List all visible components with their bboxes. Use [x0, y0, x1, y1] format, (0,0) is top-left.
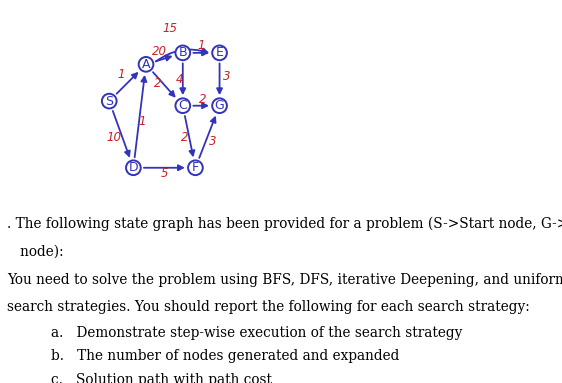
Text: 1: 1	[139, 115, 146, 128]
Text: node):: node):	[7, 245, 64, 259]
Text: search strategies. You should report the following for each search strategy:: search strategies. You should report the…	[7, 300, 529, 314]
Text: G: G	[215, 99, 224, 112]
Text: 1: 1	[197, 39, 205, 52]
Circle shape	[175, 98, 190, 113]
Text: S: S	[105, 95, 114, 108]
Text: B: B	[179, 46, 187, 59]
Text: . The following state graph has been provided for a problem (S->Start node, G->G: . The following state graph has been pro…	[7, 216, 562, 231]
Text: A: A	[142, 58, 150, 71]
Text: b.   The number of nodes generated and expanded: b. The number of nodes generated and exp…	[51, 349, 399, 363]
Text: a.   Demonstrate step-wise execution of the search strategy: a. Demonstrate step-wise execution of th…	[51, 326, 462, 340]
Text: D: D	[129, 161, 138, 174]
Text: 15: 15	[162, 22, 178, 35]
Text: 2: 2	[198, 93, 206, 106]
Text: You need to solve the problem using BFS, DFS, iterative Deepening, and uniform c: You need to solve the problem using BFS,…	[7, 273, 562, 288]
Text: C: C	[178, 99, 187, 112]
Circle shape	[188, 160, 203, 175]
Text: 5: 5	[161, 167, 168, 180]
Text: 20: 20	[152, 45, 167, 58]
Circle shape	[212, 46, 227, 60]
Text: 1: 1	[117, 68, 125, 81]
Text: c.   Solution path with path cost: c. Solution path with path cost	[51, 373, 271, 383]
Circle shape	[139, 57, 153, 72]
Circle shape	[212, 98, 227, 113]
Circle shape	[126, 160, 140, 175]
Text: 3: 3	[223, 70, 230, 83]
Circle shape	[102, 94, 116, 108]
Text: 2: 2	[182, 131, 189, 144]
Text: 4: 4	[175, 73, 183, 86]
Text: 10: 10	[106, 131, 121, 144]
Text: 2: 2	[154, 77, 161, 90]
Text: F: F	[192, 161, 199, 174]
Text: E: E	[216, 46, 224, 59]
Circle shape	[175, 46, 190, 60]
Text: 3: 3	[209, 135, 216, 148]
